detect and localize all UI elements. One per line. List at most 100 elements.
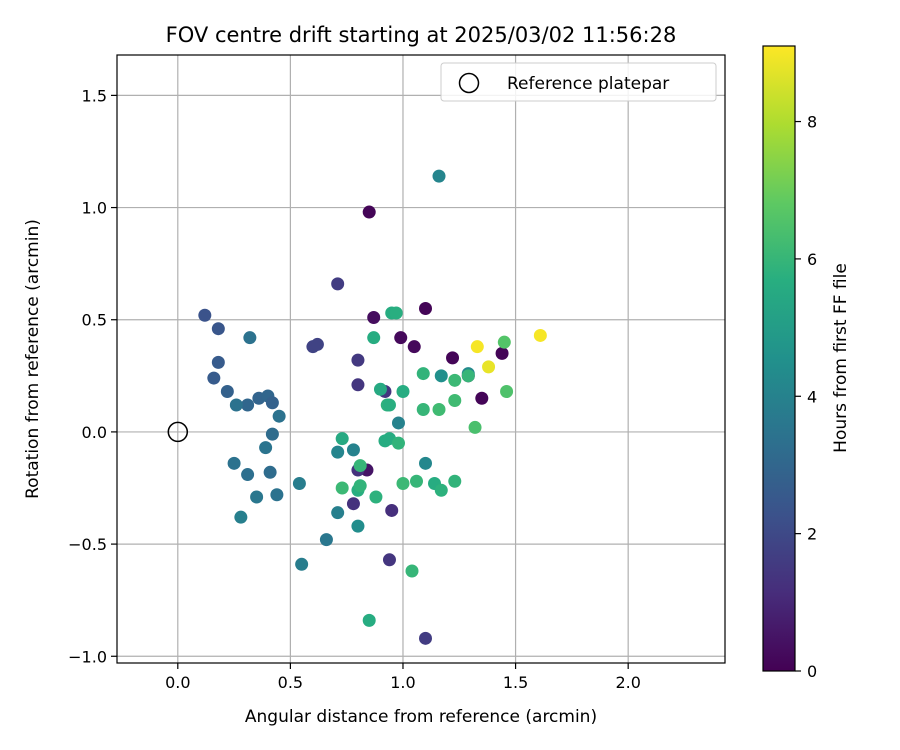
- reference-platepar-marker: [167, 421, 189, 443]
- data-point: [405, 564, 419, 578]
- data-point: [461, 369, 475, 383]
- data-point: [416, 367, 430, 381]
- data-point: [362, 613, 376, 627]
- data-point: [448, 373, 462, 387]
- data-point: [533, 328, 547, 342]
- data-point: [243, 331, 257, 345]
- data-point: [495, 346, 509, 360]
- data-point: [382, 398, 396, 412]
- data-point: [391, 436, 405, 450]
- data-point: [335, 481, 349, 495]
- colorbar-tick-label: 4: [807, 387, 817, 406]
- data-point: [263, 465, 277, 479]
- data-point: [500, 385, 514, 399]
- data-point: [227, 456, 241, 470]
- data-point: [369, 490, 383, 504]
- data-point: [241, 468, 255, 482]
- y-tick-label: −1.0: [68, 647, 107, 666]
- data-point: [373, 382, 387, 396]
- y-tick-label: −0.5: [68, 535, 107, 554]
- data-point: [270, 488, 284, 502]
- legend-marker-open-circle-icon: [458, 72, 480, 94]
- data-point: [468, 420, 482, 434]
- data-point: [351, 378, 365, 392]
- scatter-points: [198, 169, 547, 645]
- x-axis-label: Angular distance from reference (arcmin): [245, 707, 597, 727]
- data-point: [220, 385, 234, 399]
- data-point: [295, 557, 309, 571]
- data-point: [265, 427, 279, 441]
- data-point: [229, 398, 243, 412]
- data-point: [497, 335, 511, 349]
- data-point: [385, 503, 399, 517]
- data-point: [419, 456, 433, 470]
- y-tick-label: 0.5: [82, 311, 107, 330]
- x-tick-label: 0.5: [278, 673, 303, 692]
- x-tick-label: 2.0: [615, 673, 640, 692]
- data-point: [448, 474, 462, 488]
- data-point: [362, 205, 376, 219]
- grid: [117, 55, 725, 663]
- x-tick-label: 1.5: [503, 673, 528, 692]
- data-point: [396, 477, 410, 491]
- legend-entry-reference-platepar: Reference platepar: [507, 74, 669, 94]
- data-point: [331, 277, 345, 291]
- data-point: [419, 302, 433, 316]
- colorbar-tick-label: 8: [807, 113, 817, 132]
- data-point: [432, 169, 446, 183]
- data-point: [207, 371, 221, 385]
- data-point: [335, 432, 349, 446]
- data-point: [351, 353, 365, 367]
- data-point: [432, 402, 446, 416]
- data-point: [250, 490, 264, 504]
- data-point: [446, 351, 460, 365]
- data-point: [353, 459, 367, 473]
- data-point: [331, 445, 345, 459]
- legend-box: [440, 62, 717, 102]
- colorbar-gradient: [762, 45, 796, 672]
- data-point: [272, 409, 286, 423]
- chart-title: FOV centre drift starting at 2025/03/02 …: [166, 23, 677, 47]
- data-point: [241, 398, 255, 412]
- data-point: [394, 331, 408, 345]
- data-point: [211, 322, 225, 336]
- y-axis-ticks: −1.0 −0.5 0.0 0.5 1.0 1.5: [68, 86, 117, 666]
- data-point: [448, 394, 462, 408]
- colorbar-tick-label: 2: [807, 525, 817, 544]
- data-point: [351, 519, 365, 533]
- x-tick-label: 0.0: [165, 673, 190, 692]
- data-point: [389, 306, 403, 320]
- data-point: [259, 441, 273, 455]
- y-tick-label: 0.0: [82, 423, 107, 442]
- data-point: [407, 340, 421, 354]
- x-axis-ticks: 0.0 0.5 1.0 1.5 2.0: [165, 663, 641, 692]
- data-point: [382, 553, 396, 567]
- legend: Reference platepar: [440, 62, 717, 102]
- y-axis-label: Rotation from reference (arcmin): [23, 219, 43, 499]
- data-point: [331, 506, 345, 520]
- data-point: [319, 533, 333, 547]
- colorbar-label: Hours from first FF file: [831, 263, 851, 453]
- data-point: [292, 477, 306, 491]
- data-point: [391, 416, 405, 430]
- data-point: [416, 402, 430, 416]
- data-point: [409, 474, 423, 488]
- colorbar-tick-label: 6: [807, 250, 817, 269]
- data-point: [434, 483, 448, 497]
- data-point: [367, 310, 381, 324]
- data-point: [470, 340, 484, 354]
- data-point: [482, 360, 496, 374]
- data-point: [419, 631, 433, 645]
- data-point: [396, 385, 410, 399]
- data-point: [211, 355, 225, 369]
- data-point: [265, 396, 279, 410]
- data-point: [234, 510, 248, 524]
- plot-frame: [116, 54, 726, 664]
- data-point: [353, 479, 367, 493]
- data-point: [346, 443, 360, 457]
- data-point: [475, 391, 489, 405]
- colorbar-ticks: 0 2 4 6 8: [795, 113, 817, 681]
- data-point: [346, 497, 360, 511]
- data-point: [198, 308, 212, 322]
